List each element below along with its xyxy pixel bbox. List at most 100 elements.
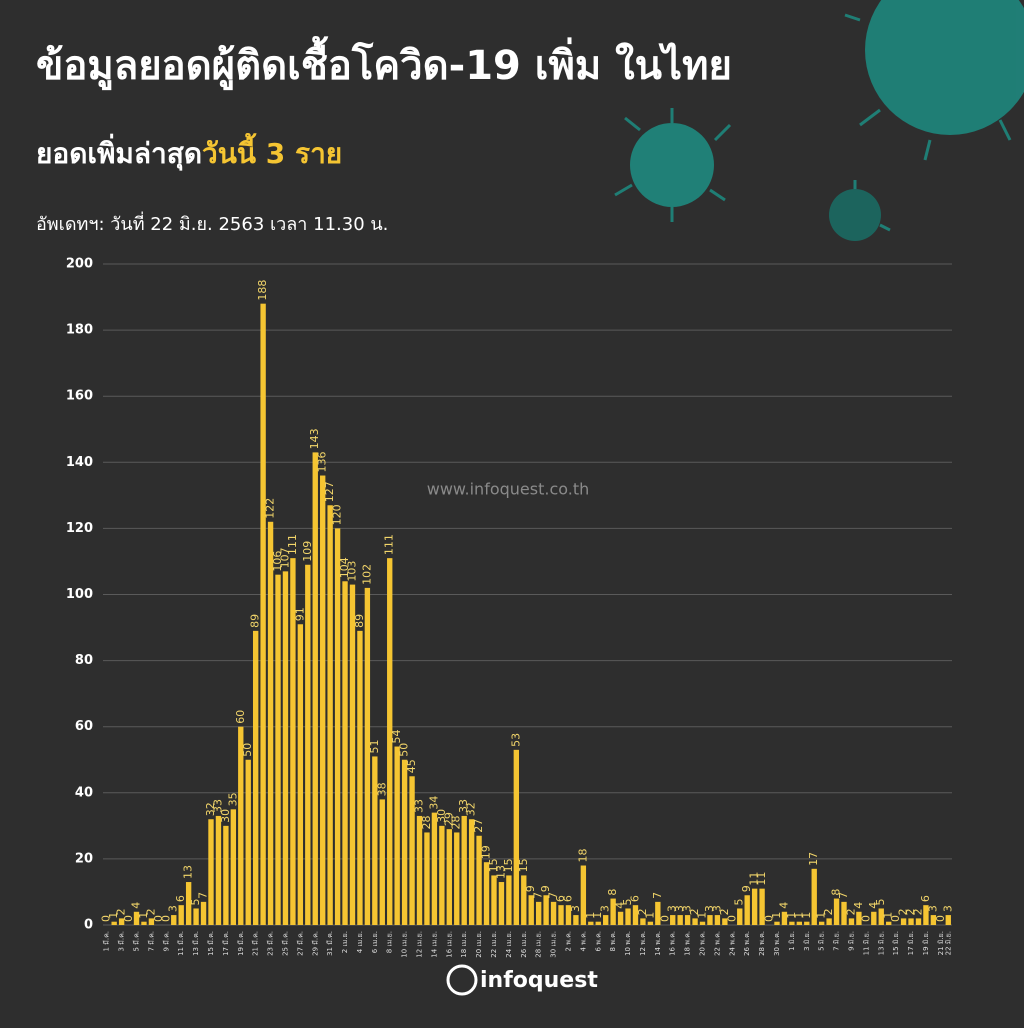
value-label: 1: [584, 912, 597, 919]
bar: [327, 505, 333, 925]
x-tick-label: 10 พ.ค.: [624, 931, 632, 956]
value-label: 3: [167, 905, 180, 912]
x-tick-label: 25 มี.ค.: [281, 931, 289, 956]
y-tick-label: 120: [66, 521, 93, 536]
bar: [796, 921, 803, 925]
bar: [900, 918, 907, 925]
x-tick-label: 13 มิ.ย.: [877, 931, 885, 955]
x-tick-label: 21 มี.ค.: [252, 931, 260, 956]
bar: [759, 888, 765, 925]
value-label: 2: [636, 908, 649, 915]
bar: [171, 915, 177, 925]
value-label: 103: [345, 561, 358, 582]
bar: [930, 915, 937, 925]
value-label: 7: [197, 892, 210, 899]
x-tick-label: 3 มี.ค.: [118, 931, 126, 951]
bar: [722, 918, 728, 925]
y-tick-label: 200: [66, 257, 93, 272]
x-tick-label: 2 เม.ย.: [341, 931, 349, 953]
x-tick-label: 19 มี.ค.: [237, 931, 245, 956]
bar: [208, 819, 214, 925]
y-tick-label: 40: [75, 785, 93, 800]
x-tick-label: 2 พ.ค.: [564, 931, 572, 951]
x-tick-label: 1 มิ.ย.: [788, 931, 796, 951]
bar: [751, 888, 758, 925]
value-label: 0: [859, 915, 872, 922]
value-label: 0: [934, 915, 947, 922]
bar: [535, 901, 542, 925]
value-label: 13: [494, 865, 507, 879]
bar: [461, 815, 467, 925]
value-label: 15: [487, 858, 500, 872]
value-label: 111: [383, 534, 396, 555]
value-label: 3: [941, 905, 954, 912]
subtitle: ยอดเพิ่มล่าสุดวันนี้ 3 ราย: [36, 132, 342, 171]
bar: [118, 918, 125, 925]
value-label: 1: [882, 912, 895, 919]
value-label: 50: [398, 743, 411, 757]
bar: [148, 918, 155, 925]
x-tick-label: 11 มิ.ย.: [862, 931, 870, 955]
value-label: 29: [442, 812, 455, 826]
value-label: 2: [844, 908, 857, 915]
bar: [141, 921, 147, 925]
bar: [387, 558, 393, 925]
x-tick-label: 21 มิ.ย.: [937, 931, 945, 955]
value-label: 102: [360, 564, 373, 585]
bar: [297, 624, 304, 925]
x-tick-label: 3 มิ.ย.: [803, 931, 811, 951]
value-label: 106: [271, 551, 284, 572]
value-label: 3: [703, 905, 716, 912]
bar: [200, 901, 207, 925]
bar: [193, 908, 199, 925]
bar: [871, 911, 877, 925]
bar: [334, 528, 341, 925]
bar: [320, 475, 326, 925]
value-label: 19: [480, 845, 493, 859]
value-label: 2: [115, 908, 128, 915]
bar: [781, 911, 788, 925]
value-label: 1: [800, 912, 813, 919]
value-label: 2: [144, 908, 157, 915]
x-tick-label: 20 พ.ค.: [699, 931, 707, 956]
value-label: 0: [725, 915, 738, 922]
x-tick-label: 16 พ.ค.: [669, 931, 677, 956]
value-label: 9: [740, 885, 753, 892]
bar: [818, 921, 825, 925]
value-label: 45: [405, 759, 418, 773]
bar: [804, 921, 810, 925]
value-label: 4: [867, 902, 880, 909]
x-tick-label: 12 พ.ค.: [639, 931, 647, 956]
bar: [245, 759, 251, 925]
bar: [416, 815, 423, 925]
value-label: 60: [234, 710, 247, 724]
x-tick-label: 28 เม.ย.: [535, 931, 543, 958]
bar: [714, 915, 721, 925]
bar: [483, 862, 490, 925]
bar: [498, 882, 505, 925]
value-label: 3: [681, 905, 694, 912]
value-label: 3: [569, 905, 582, 912]
value-label: 5: [189, 898, 202, 905]
x-tick-label: 17 มิ.ย.: [907, 931, 915, 955]
x-tick-label: 10 เม.ย.: [401, 931, 409, 958]
bar: [908, 918, 914, 925]
bar: [848, 918, 855, 925]
y-tick-label: 160: [66, 389, 93, 404]
value-label: 3: [710, 905, 723, 912]
bar: [491, 875, 497, 925]
value-label: 1: [591, 912, 604, 919]
bar: [595, 921, 601, 925]
value-label: 38: [375, 782, 388, 796]
bar: [431, 812, 438, 925]
bar: [707, 915, 713, 925]
watermark: www.infoquest.co.th: [427, 480, 590, 499]
value-label: 6: [561, 895, 574, 902]
value-label: 4: [777, 902, 790, 909]
bar: [550, 901, 557, 925]
value-label: 0: [658, 915, 671, 922]
value-label: 2: [911, 908, 924, 915]
bar: [468, 819, 475, 925]
value-label: 7: [547, 892, 560, 899]
